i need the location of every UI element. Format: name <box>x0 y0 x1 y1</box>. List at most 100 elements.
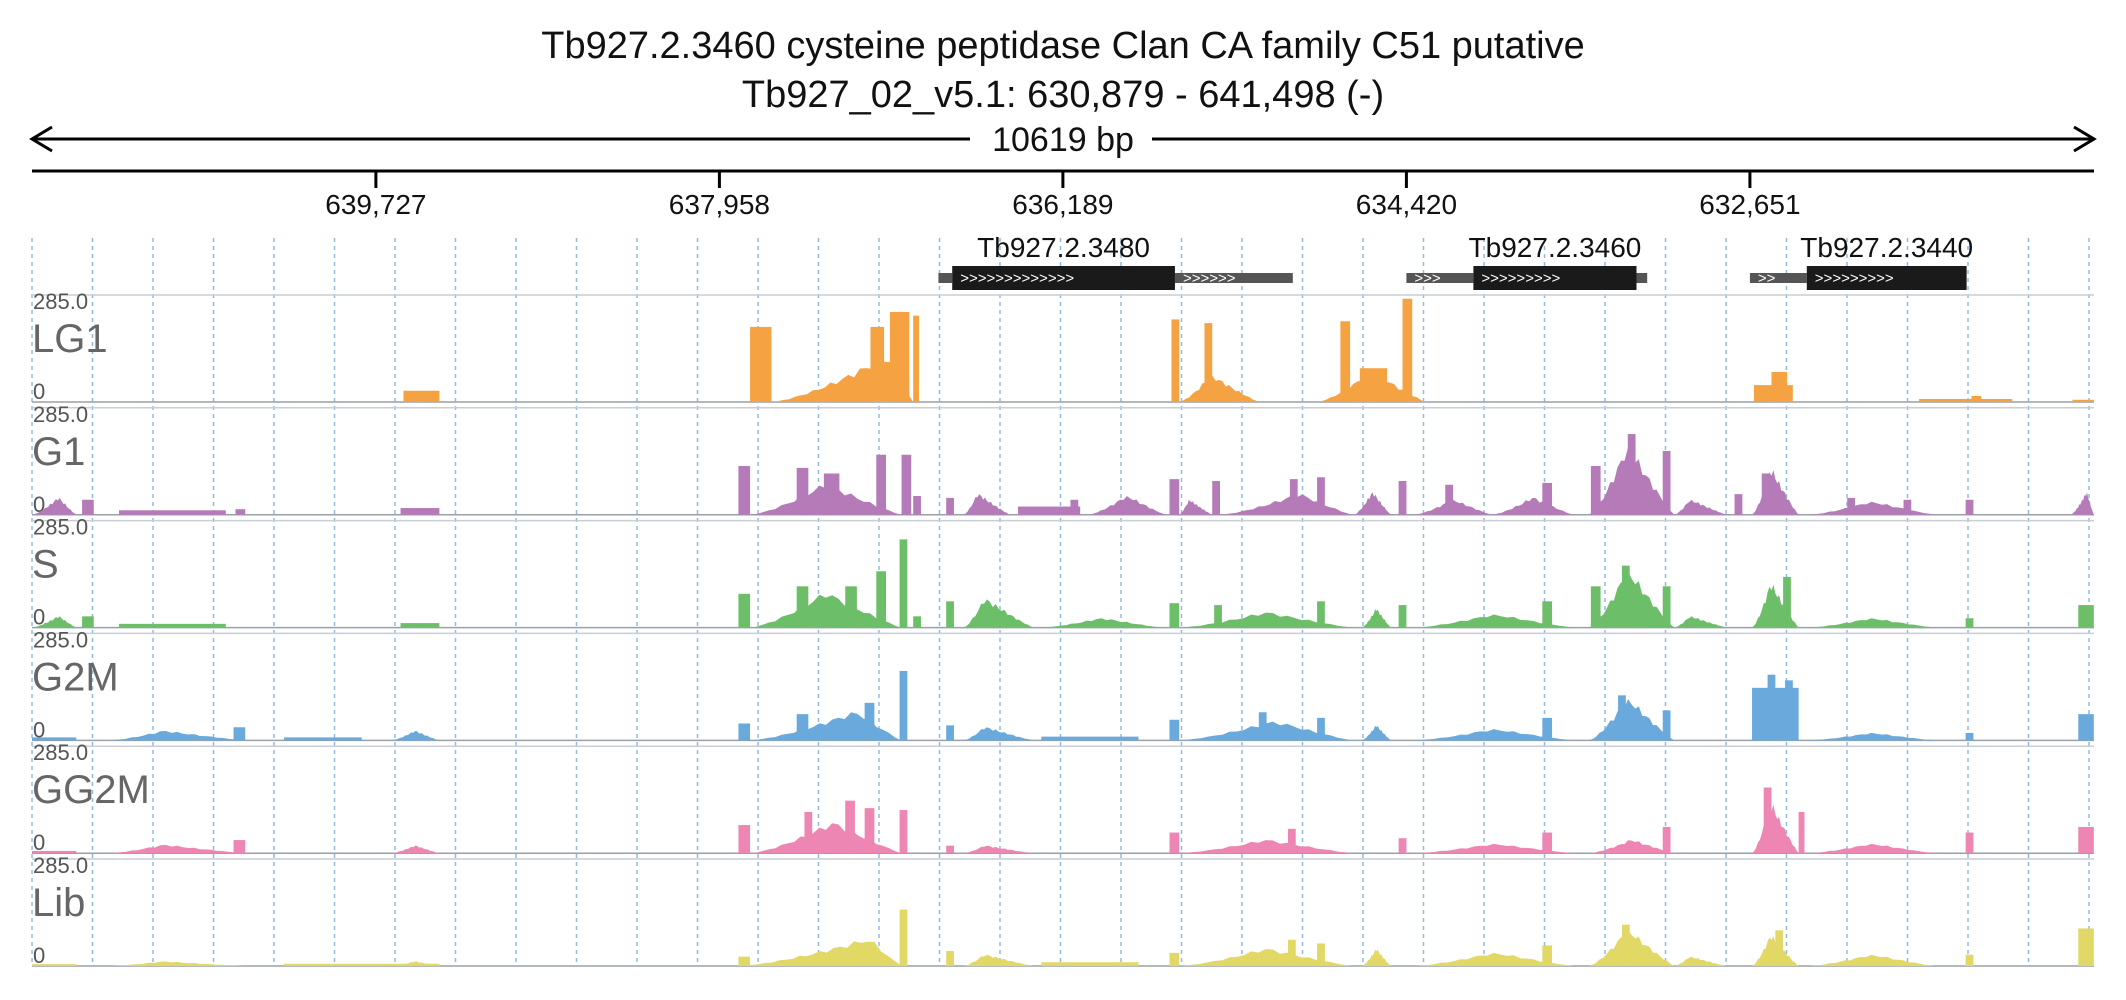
coverage-area <box>750 823 902 854</box>
coverage-block <box>1289 479 1298 515</box>
coverage-block <box>1627 434 1636 515</box>
coverage-block <box>1662 710 1671 741</box>
coverage-block <box>1590 586 1601 628</box>
coverage-area <box>1491 497 1574 515</box>
coverage-block <box>946 950 954 966</box>
axis-tick-label: 634,420 <box>1356 189 1457 220</box>
coverage-block <box>1445 484 1454 515</box>
coverage-area <box>1808 843 1935 854</box>
coverage-block <box>1734 494 1743 515</box>
coverage-block <box>864 702 875 741</box>
coverage-block <box>1317 943 1325 966</box>
gene-utr-strand-icon: >> <box>1758 270 1776 287</box>
coverage-block <box>796 586 809 628</box>
coverage-block <box>1169 832 1180 854</box>
coverage-area <box>1361 609 1391 628</box>
coverage-area <box>1220 494 1352 515</box>
coverage-block <box>1785 680 1793 741</box>
track-ymax-label: 285.0 <box>33 402 88 427</box>
coverage-area <box>738 941 902 966</box>
coverage-block <box>889 311 910 402</box>
track-ymin-label: 0 <box>33 943 45 968</box>
gene-Tb927.2.3460: >>> >>>>>>>>>Tb927.2.3460 <box>1406 232 1648 290</box>
coverage-block <box>233 840 246 854</box>
coverage-block <box>32 737 77 741</box>
track-name: GG2M <box>32 768 150 812</box>
gene-annotation-track: >>>>>>>>>>>>>>>>>>>Tb927.2.3480>>> >>>>>>… <box>938 232 1973 290</box>
coverage-block <box>1169 719 1180 741</box>
coverage-area <box>1179 375 1259 402</box>
gene-utr <box>1174 273 1293 283</box>
coverage-block <box>804 811 813 854</box>
coverage-block <box>864 808 875 854</box>
coverage-block <box>899 810 908 854</box>
coverage-block <box>1590 465 1601 515</box>
coverage-block <box>1542 717 1553 741</box>
track-name: LG1 <box>32 317 108 361</box>
coverage-area <box>2070 492 2094 515</box>
track-ymax-label: 285.0 <box>33 853 88 878</box>
track-name: S <box>32 543 59 587</box>
coverage-area <box>1752 936 1799 966</box>
coverage-area <box>1414 843 1574 854</box>
coverage-block <box>1903 499 1912 515</box>
coverage-block <box>1041 736 1139 741</box>
coverage-area <box>963 599 1034 628</box>
coverage-area <box>750 712 902 741</box>
coverage-block <box>2072 399 2094 402</box>
gene-utr <box>938 273 953 283</box>
gene-strand-icon: >>>>>>>>>>>>> <box>960 270 1074 287</box>
coverage-area <box>1588 840 1675 854</box>
gene-strand-icon: >>>>>>>>> <box>1481 270 1560 287</box>
coverage-block <box>1542 482 1553 515</box>
coverage-block <box>913 616 921 628</box>
gene-utr <box>1406 273 1474 283</box>
coverage-area <box>1179 840 1352 854</box>
coverage-area <box>390 731 440 741</box>
axis-tick-label: 639,727 <box>325 189 426 220</box>
gene-cds <box>1473 266 1637 290</box>
coverage-block <box>1542 832 1553 854</box>
coverage-block <box>1763 787 1772 854</box>
coverage-block <box>1317 601 1325 628</box>
coverage-block <box>738 723 751 741</box>
track-ymin-label: 0 <box>33 492 45 517</box>
coverage-block <box>738 825 751 854</box>
gene-utr-strand-icon: >>> <box>1414 270 1441 287</box>
coverage-block <box>284 963 440 966</box>
coverage-block <box>1919 398 2013 402</box>
coverage-block <box>845 800 855 854</box>
coverage-area <box>1674 499 1727 515</box>
coverage-block <box>1287 939 1296 966</box>
coverage-block <box>1169 479 1180 515</box>
coverage-block <box>1542 945 1553 966</box>
coverage-block <box>400 508 440 515</box>
coverage-block <box>235 509 246 515</box>
coverage-area <box>1179 949 1352 966</box>
coverage-block <box>1618 695 1626 741</box>
gene-label: Tb927.2.3480 <box>977 232 1150 263</box>
locus-label: Tb927_02_v5.1: 630,879 - 641,498 (-) <box>742 74 1384 116</box>
track-Lib: 285.0 0 Lib <box>32 853 2094 968</box>
coverage-block <box>1965 832 1974 854</box>
coverage-block <box>876 454 887 515</box>
coverage-block <box>845 586 857 628</box>
coverage-block <box>796 714 809 741</box>
coverage-block <box>82 616 94 628</box>
coverage-block <box>400 623 440 628</box>
coverage-block <box>1287 828 1296 854</box>
coverage-block <box>1965 499 1974 515</box>
span-indicator: 10619 bp <box>29 121 2097 159</box>
coverage-block <box>1317 477 1325 515</box>
coverage-block <box>2078 928 2094 966</box>
coverage-area <box>390 845 440 854</box>
coverage-block <box>946 845 954 854</box>
coverage-block <box>1402 298 1413 402</box>
coverage-block <box>946 725 954 741</box>
coverage-block <box>403 390 440 402</box>
coverage-block <box>1767 674 1776 741</box>
coverage-block <box>1798 811 1805 854</box>
track-G2M: 285.0 0 G2M <box>32 627 2094 742</box>
track-S: 285.0 0 S <box>32 515 2094 630</box>
coverage-block <box>1965 618 1974 628</box>
